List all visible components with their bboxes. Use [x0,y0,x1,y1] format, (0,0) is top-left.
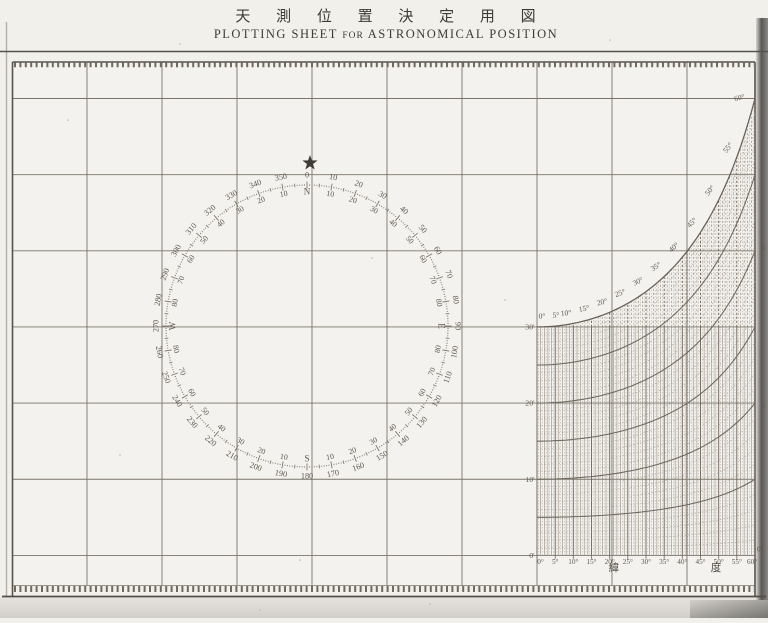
compass-cardinal-label: E [436,323,446,329]
envelope-latitude-label: 5° [552,310,559,319]
latitude-axis-label: 0° [537,558,544,566]
latitude-axis-label: 45° [695,558,705,566]
latitude-axis-label: 40° [677,558,687,566]
axis-title-char-lat: 緯 [609,561,620,574]
latitude-axis-label: 25° [623,558,633,566]
latitude-axis-label: 5° [552,558,559,566]
sheet-title-japanese: 天 測 位 置 決 定 用 図 [0,0,768,26]
minute-scale-label: 0' [529,551,535,560]
compass-cardinal-label: N [304,187,311,197]
minute-scale-label: 10' [525,475,535,484]
envelope-latitude-label: 10° [560,308,572,318]
right-edge-minute-label: 2 [762,243,766,252]
compass-inner-label: 80 [171,344,181,353]
compass-inner-label: 10 [279,452,288,462]
latitude-axis-label: 15° [586,558,596,566]
minute-scale-label: 30' [525,323,535,332]
compass-outer-label: 0 [305,170,309,179]
envelope-latitude-label: 0° [538,311,545,320]
latitude-axis-label: 60° [747,558,757,566]
latitude-axis-label: 55° [732,558,742,566]
title-block: 天 測 位 置 決 定 用 図 PLOTTING SHEET FOR ASTRO… [0,0,768,42]
compass-inner-label: 10 [326,189,335,199]
latitude-axis-label: 10° [568,558,578,566]
latitude-axis-label: 30° [641,558,651,566]
compass-outer-label: 270 [151,320,160,332]
compass-inner-label: 10 [279,189,288,199]
title-en-part-2: FOR [342,31,363,41]
axis-title-char-deg: 度 [711,561,722,574]
compass-outer-label: 180 [301,471,313,480]
minute-scale-label: 20' [525,399,535,408]
title-en-part-3: ASTRONOMICAL POSITION [368,27,558,41]
compass-cardinal-label: S [304,454,309,464]
right-edge-minute-label: 1 [762,401,766,410]
right-edge-minute-label: 0' [757,545,763,554]
compass-cardinal-label: W [168,321,178,330]
compass-outer-label: 90 [454,322,463,330]
title-en-part-1: PLOTTING SHEET [214,27,338,41]
compass-outer-label: 10 [328,172,338,182]
sheet-title-english: PLOTTING SHEET FOR ASTRONOMICAL POSITION [0,27,768,42]
compass-outer-label: 80 [451,295,461,305]
compass-inner-label: 10 [325,452,334,462]
latitude-axis-label: 35° [659,558,669,566]
compass-inner-label: 80 [170,298,180,307]
compass-inner-label: 80 [434,298,444,307]
compass-inner-label: 80 [433,344,443,353]
envelope-latitude-label: 15° [578,303,590,314]
